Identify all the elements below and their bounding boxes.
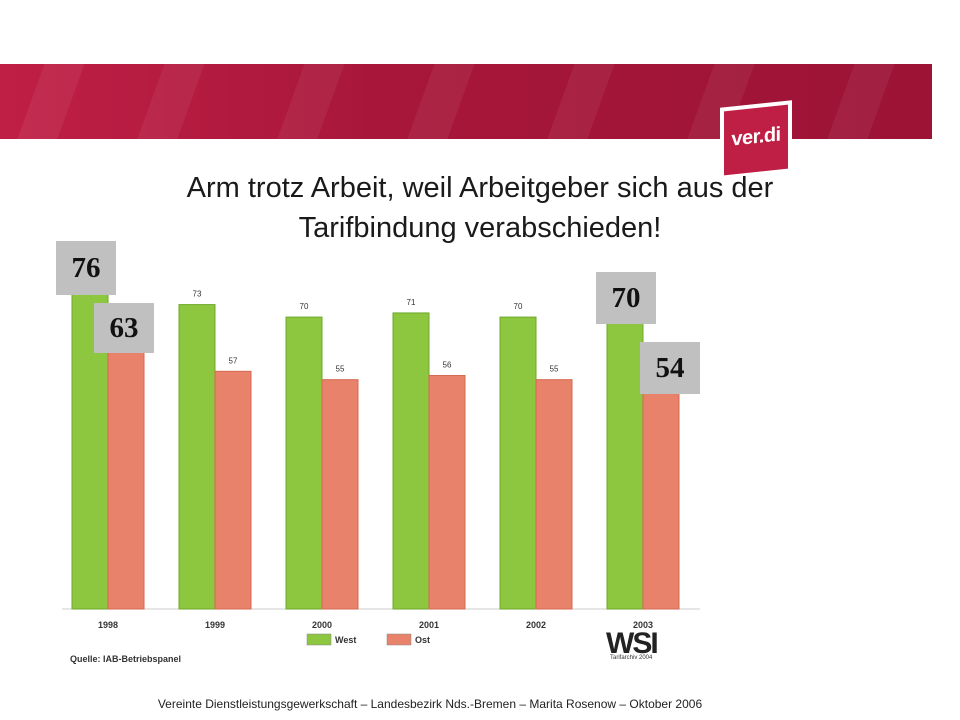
bar-2003-west xyxy=(606,316,644,610)
wsi-logo: WSI Tarifarchiv 2004 xyxy=(604,627,704,667)
x-tick-label-2003: 2003 xyxy=(633,620,653,630)
x-tick-label-2000: 2000 xyxy=(312,620,332,630)
bar-2001-ost xyxy=(428,374,466,610)
legend-label-ost: Ost xyxy=(415,635,430,645)
legend-swatch-ost xyxy=(386,633,412,646)
data-label-2001-west: 71 xyxy=(407,298,416,307)
legend-swatch-west xyxy=(306,633,332,646)
bar-2000-west xyxy=(285,316,323,610)
callout-label-1998-west: 76 xyxy=(56,241,116,295)
data-label-1999-west: 73 xyxy=(193,290,202,299)
x-tick-label-1999: 1999 xyxy=(205,620,225,630)
bar-2002-west xyxy=(499,316,537,610)
x-tick-label-2001: 2001 xyxy=(419,620,439,630)
legend-label-west: West xyxy=(335,635,356,645)
wsi-logo-text: WSI xyxy=(606,627,659,660)
callout-label-2003-west: 70 xyxy=(596,272,656,324)
x-tick-label-2002: 2002 xyxy=(526,620,546,630)
footer-text: Vereinte Dienstleistungsgewerkschaft – L… xyxy=(157,697,703,711)
bar-2003-ost xyxy=(642,383,680,610)
bar-1998-ost xyxy=(107,345,145,610)
x-tick-label-1998: 1998 xyxy=(98,620,118,630)
wsi-logo-subtitle: Tarifarchiv 2004 xyxy=(610,655,653,661)
data-label-2000-west: 70 xyxy=(300,302,309,311)
bar-1999-west xyxy=(178,304,216,610)
chart-source: Quelle: IAB-Betriebspanel xyxy=(70,654,182,664)
data-label-1999-ost: 57 xyxy=(229,356,238,365)
page-title: Arm trotz Arbeit, weil Arbeitgeber sich … xyxy=(186,172,774,244)
bar-2002-ost xyxy=(535,379,573,610)
data-label-2002-ost: 55 xyxy=(550,365,559,374)
bar-2001-west xyxy=(392,312,430,610)
callout-label-1998-ost: 63 xyxy=(94,303,154,353)
bar-1999-ost xyxy=(214,370,252,610)
bar-2000-ost xyxy=(321,379,359,610)
data-label-2002-west: 70 xyxy=(514,302,523,311)
data-label-2000-ost: 55 xyxy=(336,365,345,374)
data-label-2001-ost: 56 xyxy=(443,360,452,369)
callout-label-2003-ost: 54 xyxy=(640,342,700,394)
